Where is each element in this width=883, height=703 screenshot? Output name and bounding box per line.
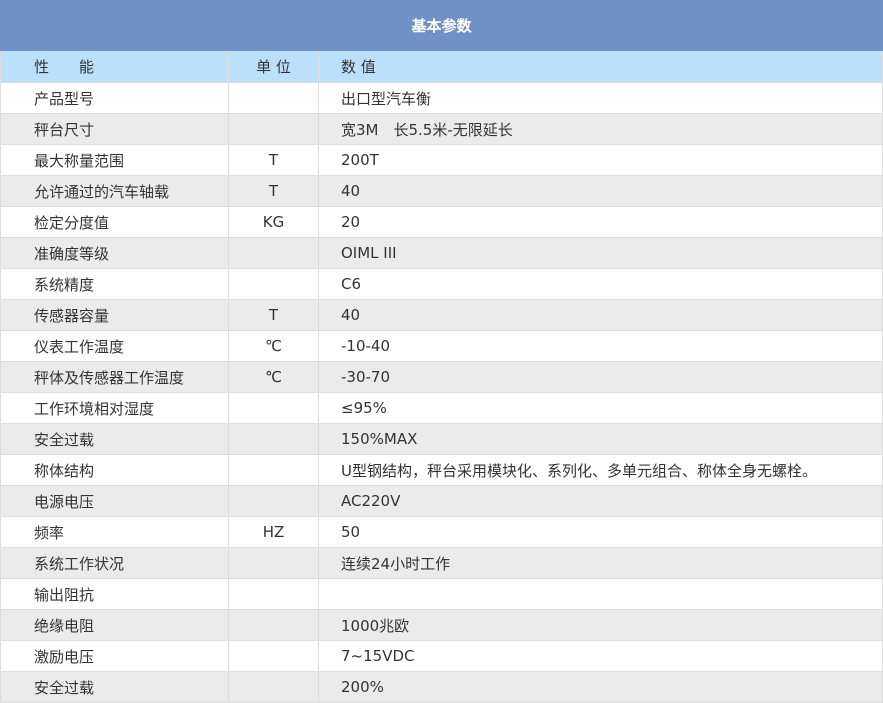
cell-value: 150%MAX: [318, 423, 883, 455]
cell-performance: 最大称量范围: [0, 144, 229, 176]
cell-unit: ℃: [228, 361, 319, 393]
cell-value: 出口型汽车衡: [318, 82, 883, 114]
cell-performance: 安全过载: [0, 423, 229, 455]
table-row: 电源电压 AC220V: [0, 485, 883, 517]
cell-performance: 仪表工作温度: [0, 330, 229, 362]
table-row: 系统精度 C6: [0, 268, 883, 300]
table-row: 绝缘电阻 1000兆欧: [0, 609, 883, 641]
table-row: 传感器容量 T 40: [0, 299, 883, 331]
table-row: 安全过载 150%MAX: [0, 423, 883, 455]
cell-performance: 电源电压: [0, 485, 229, 517]
cell-unit: T: [228, 299, 319, 331]
cell-value: [318, 578, 883, 610]
header-row: 性 能 单 位 数 值: [0, 50, 883, 83]
cell-unit: [228, 671, 319, 703]
cell-value: 40: [318, 175, 883, 207]
cell-unit: HZ: [228, 516, 319, 548]
cell-unit: [228, 113, 319, 145]
cell-unit: [228, 547, 319, 579]
table-row: 最大称量范围 T 200T: [0, 144, 883, 176]
cell-performance: 允许通过的汽车轴载: [0, 175, 229, 207]
cell-unit: [228, 392, 319, 424]
cell-performance: 系统精度: [0, 268, 229, 300]
cell-value: -30-70: [318, 361, 883, 393]
cell-performance: 传感器容量: [0, 299, 229, 331]
cell-unit: T: [228, 175, 319, 207]
cell-performance: 秤台尺寸: [0, 113, 229, 145]
title-row: 基本参数: [0, 0, 883, 51]
cell-performance: 安全过载: [0, 671, 229, 703]
table-row: 称体结构 U型钢结构，秤台采用模块化、系列化、多单元组合、称体全身无螺栓。: [0, 454, 883, 486]
cell-value: 1000兆欧: [318, 609, 883, 641]
cell-value: 200%: [318, 671, 883, 703]
table-row: 秤体及传感器工作温度 ℃ -30-70: [0, 361, 883, 393]
cell-value: C6: [318, 268, 883, 300]
header-value: 数 值: [318, 50, 883, 83]
cell-unit: KG: [228, 206, 319, 238]
table-row: 工作环境相对湿度 ≤95%: [0, 392, 883, 424]
cell-unit: [228, 485, 319, 517]
cell-unit: [228, 640, 319, 672]
cell-performance: 准确度等级: [0, 237, 229, 269]
cell-value: 50: [318, 516, 883, 548]
cell-value: OIML III: [318, 237, 883, 269]
cell-unit: [228, 237, 319, 269]
cell-value: ≤95%: [318, 392, 883, 424]
cell-value: 40: [318, 299, 883, 331]
table-row: 系统工作状况 连续24小时工作: [0, 547, 883, 579]
cell-performance: 产品型号: [0, 82, 229, 114]
cell-performance: 秤体及传感器工作温度: [0, 361, 229, 393]
cell-performance: 绝缘电阻: [0, 609, 229, 641]
cell-value: -10-40: [318, 330, 883, 362]
table-row: 准确度等级 OIML III: [0, 237, 883, 269]
cell-unit: [228, 423, 319, 455]
table-row: 秤台尺寸 宽3M 长5.5米-无限延长: [0, 113, 883, 145]
table-row: 激励电压 7~15VDC: [0, 640, 883, 672]
cell-unit: [228, 578, 319, 610]
table-row: 输出阻抗: [0, 578, 883, 610]
table-row: 仪表工作温度 ℃ -10-40: [0, 330, 883, 362]
header-unit: 单 位: [228, 50, 319, 83]
cell-value: 200T: [318, 144, 883, 176]
table-row: 安全过载 200%: [0, 671, 883, 703]
cell-performance: 称体结构: [0, 454, 229, 486]
cell-unit: [228, 609, 319, 641]
cell-unit: [228, 268, 319, 300]
cell-unit: [228, 82, 319, 114]
table-body: 产品型号 出口型汽车衡 秤台尺寸 宽3M 长5.5米-无限延长 最大称量范围 T 200T 允…: [0, 82, 883, 703]
cell-performance: 检定分度值: [0, 206, 229, 238]
table-row: 频率 HZ 50: [0, 516, 883, 548]
cell-value: AC220V: [318, 485, 883, 517]
cell-value: U型钢结构，秤台采用模块化、系列化、多单元组合、称体全身无螺栓。: [318, 454, 883, 486]
cell-performance: 激励电压: [0, 640, 229, 672]
cell-unit: T: [228, 144, 319, 176]
cell-value: 20: [318, 206, 883, 238]
cell-unit: [228, 454, 319, 486]
cell-value: 连续24小时工作: [318, 547, 883, 579]
header-performance: 性 能: [0, 50, 229, 83]
table-row: 检定分度值 KG 20: [0, 206, 883, 238]
cell-value: 宽3M 长5.5米-无限延长: [318, 113, 883, 145]
cell-performance: 工作环境相对湿度: [0, 392, 229, 424]
table-row: 允许通过的汽车轴载 T 40: [0, 175, 883, 207]
cell-performance: 系统工作状况: [0, 547, 229, 579]
table-title: 基本参数: [0, 0, 883, 51]
table-row: 产品型号 出口型汽车衡: [0, 82, 883, 114]
cell-unit: ℃: [228, 330, 319, 362]
cell-performance: 频率: [0, 516, 229, 548]
cell-value: 7~15VDC: [318, 640, 883, 672]
cell-performance: 输出阻抗: [0, 578, 229, 610]
